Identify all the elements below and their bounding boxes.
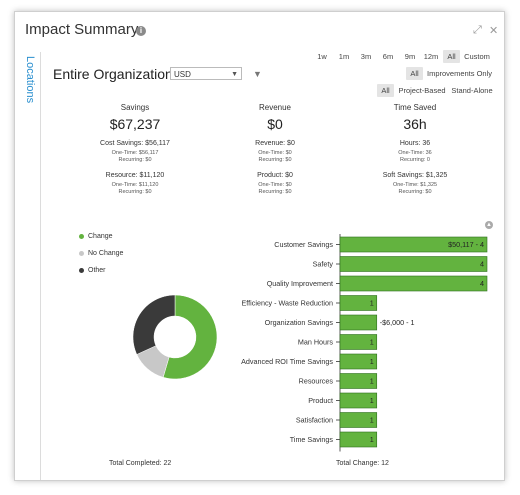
bar-category-label: Product bbox=[308, 396, 333, 405]
resource-recurring: Recurring: $0 bbox=[118, 189, 152, 195]
range-6m[interactable]: 6m bbox=[382, 52, 394, 61]
org-title: Entire Organization bbox=[53, 66, 173, 82]
bar-efficiency-waste-reduction[interactable] bbox=[339, 295, 378, 311]
revenue-value: $0 bbox=[267, 116, 283, 132]
improvements-only-toggle[interactable]: Improvements Only bbox=[426, 69, 493, 78]
currency-select[interactable]: USD ▼ bbox=[170, 67, 242, 80]
bar-data-label: 1 bbox=[370, 338, 374, 347]
resource-savings: Resource: $11,120 bbox=[105, 172, 165, 179]
bar-quality-improvement[interactable] bbox=[339, 275, 488, 292]
legend-no-change[interactable]: No Change bbox=[79, 250, 123, 257]
hours-detail: Hours: 36 bbox=[399, 140, 431, 147]
range-3m[interactable]: 3m bbox=[360, 52, 372, 61]
collapse-icon[interactable]: ▲ bbox=[485, 221, 493, 229]
revenue-label: Revenue bbox=[258, 103, 292, 112]
savings-value: $67,237 bbox=[109, 116, 161, 132]
bar-data-label: 1 bbox=[370, 299, 374, 308]
range-12m[interactable]: 12m bbox=[423, 52, 439, 61]
range-1m[interactable]: 1m bbox=[338, 52, 350, 61]
bar-organization-savings[interactable] bbox=[339, 314, 378, 331]
change-dot-icon bbox=[79, 233, 84, 239]
cost-recurring: Recurring: $0 bbox=[118, 157, 152, 163]
revenue-onetime: One-Time: $0 bbox=[258, 150, 292, 156]
info-icon[interactable]: i bbox=[136, 26, 146, 36]
donut-slice-other[interactable] bbox=[132, 294, 176, 355]
savings-label: Savings bbox=[120, 103, 150, 112]
close-icon[interactable]: ✕ bbox=[489, 25, 499, 37]
bar-data-label: 1 bbox=[370, 357, 374, 366]
total-completed: Total Completed: 22 bbox=[109, 460, 172, 467]
soft-onetime: One-Time: $1,325 bbox=[392, 182, 438, 188]
bar-category-label: Customer Savings bbox=[274, 240, 333, 249]
product-recurring: Recurring: $0 bbox=[258, 189, 292, 195]
revenue-recurring: Recurring: $0 bbox=[258, 157, 292, 163]
bar-category-label: Safety bbox=[313, 260, 334, 269]
range-1w[interactable]: 1w bbox=[317, 52, 327, 61]
bar-time-savings[interactable] bbox=[339, 431, 378, 448]
locations-tab[interactable]: Locations bbox=[23, 52, 41, 480]
locations-tab-label: Locations bbox=[24, 56, 36, 104]
category-bar-chart: Customer Savings $50,117 - 4 Safety 4 Qualit… bbox=[241, 234, 488, 452]
range-9m[interactable]: 9m bbox=[404, 52, 416, 61]
bar-data-label: 1 bbox=[370, 396, 374, 405]
revenue-detail: Revenue: $0 bbox=[255, 140, 295, 147]
bar-resources[interactable] bbox=[339, 373, 378, 389]
bar-data-label: 1 bbox=[370, 416, 374, 425]
bar-category-label: Resources bbox=[299, 377, 334, 386]
hours-onetime: One-Time: 36 bbox=[398, 150, 432, 156]
donut-slice-change[interactable] bbox=[162, 294, 218, 380]
legend-other[interactable]: Other bbox=[79, 267, 106, 274]
legend-other-label: Other bbox=[88, 267, 106, 274]
soft-recurring: Recurring: $0 bbox=[398, 189, 432, 195]
currency-value: USD bbox=[174, 70, 191, 79]
bar-category-label: Time Savings bbox=[290, 435, 334, 444]
bar-advanced-roi-time-savings[interactable] bbox=[339, 353, 378, 370]
bar-product[interactable] bbox=[339, 392, 378, 409]
time-saved-label: Time Saved bbox=[393, 103, 437, 112]
bar-satisfaction[interactable] bbox=[339, 412, 378, 428]
bar-category-label: Satisfaction bbox=[296, 416, 333, 425]
improvements-all-toggle[interactable]: All bbox=[406, 67, 423, 80]
range-custom[interactable]: Custom bbox=[464, 52, 490, 61]
bar-category-label: Man Hours bbox=[298, 338, 334, 347]
legend-change-label: Change bbox=[88, 233, 113, 240]
resource-onetime: One-Time: $11,120 bbox=[111, 182, 159, 188]
bar-category-label: Quality Improvement bbox=[267, 279, 333, 288]
bar-category-label: Efficiency - Waste Reduction bbox=[242, 299, 333, 308]
bar-category-label: Organization Savings bbox=[265, 318, 334, 327]
type-stand-alone-toggle[interactable]: Stand-Alone bbox=[451, 86, 493, 95]
type-project-based-toggle[interactable]: Project-Based bbox=[398, 86, 446, 95]
range-all[interactable]: All bbox=[443, 50, 460, 63]
bar-data-label: $50,117 - 4 bbox=[448, 240, 484, 249]
bar-customer-savings[interactable] bbox=[339, 236, 488, 253]
impact-summary-panel: Impact Summary i ⤢ ✕ Locations Entire Or… bbox=[14, 11, 505, 481]
bar-data-label: 1 bbox=[370, 377, 374, 386]
bar-category-label: Advanced ROI Time Savings bbox=[241, 357, 333, 366]
soft-savings: Soft Savings: $1,325 bbox=[382, 172, 448, 179]
bar-data-label: 4 bbox=[480, 260, 484, 269]
cost-onetime: One-Time: $56,117 bbox=[111, 150, 159, 156]
type-all-toggle[interactable]: All bbox=[377, 84, 394, 97]
legend-no-change-label: No Change bbox=[88, 250, 124, 257]
filter-icon[interactable]: ▼ bbox=[253, 69, 262, 79]
bar-safety[interactable] bbox=[339, 256, 488, 272]
time-saved-value: 36h bbox=[403, 116, 427, 132]
bar-data-label: -$6,000 - 1 bbox=[380, 318, 415, 327]
panel-title: Impact Summary bbox=[25, 21, 139, 38]
chevron-down-icon: ▼ bbox=[231, 71, 238, 78]
legend-change[interactable]: Change bbox=[79, 233, 113, 240]
other-dot-icon bbox=[79, 267, 84, 273]
bar-data-label: 4 bbox=[480, 279, 484, 288]
total-change: Total Change: 12 bbox=[336, 460, 389, 467]
bar-data-label: 1 bbox=[370, 435, 374, 444]
expand-icon[interactable]: ⤢ bbox=[473, 24, 482, 36]
bar-man-hours[interactable] bbox=[339, 334, 378, 350]
product-revenue: Product: $0 bbox=[257, 172, 293, 179]
hours-recurring: Recurring: 0 bbox=[400, 157, 430, 163]
status-donut-chart bbox=[132, 294, 218, 380]
product-onetime: One-Time: $0 bbox=[258, 182, 292, 188]
cost-savings: Cost Savings: $56,117 bbox=[100, 140, 170, 147]
no-change-dot-icon bbox=[79, 250, 84, 256]
